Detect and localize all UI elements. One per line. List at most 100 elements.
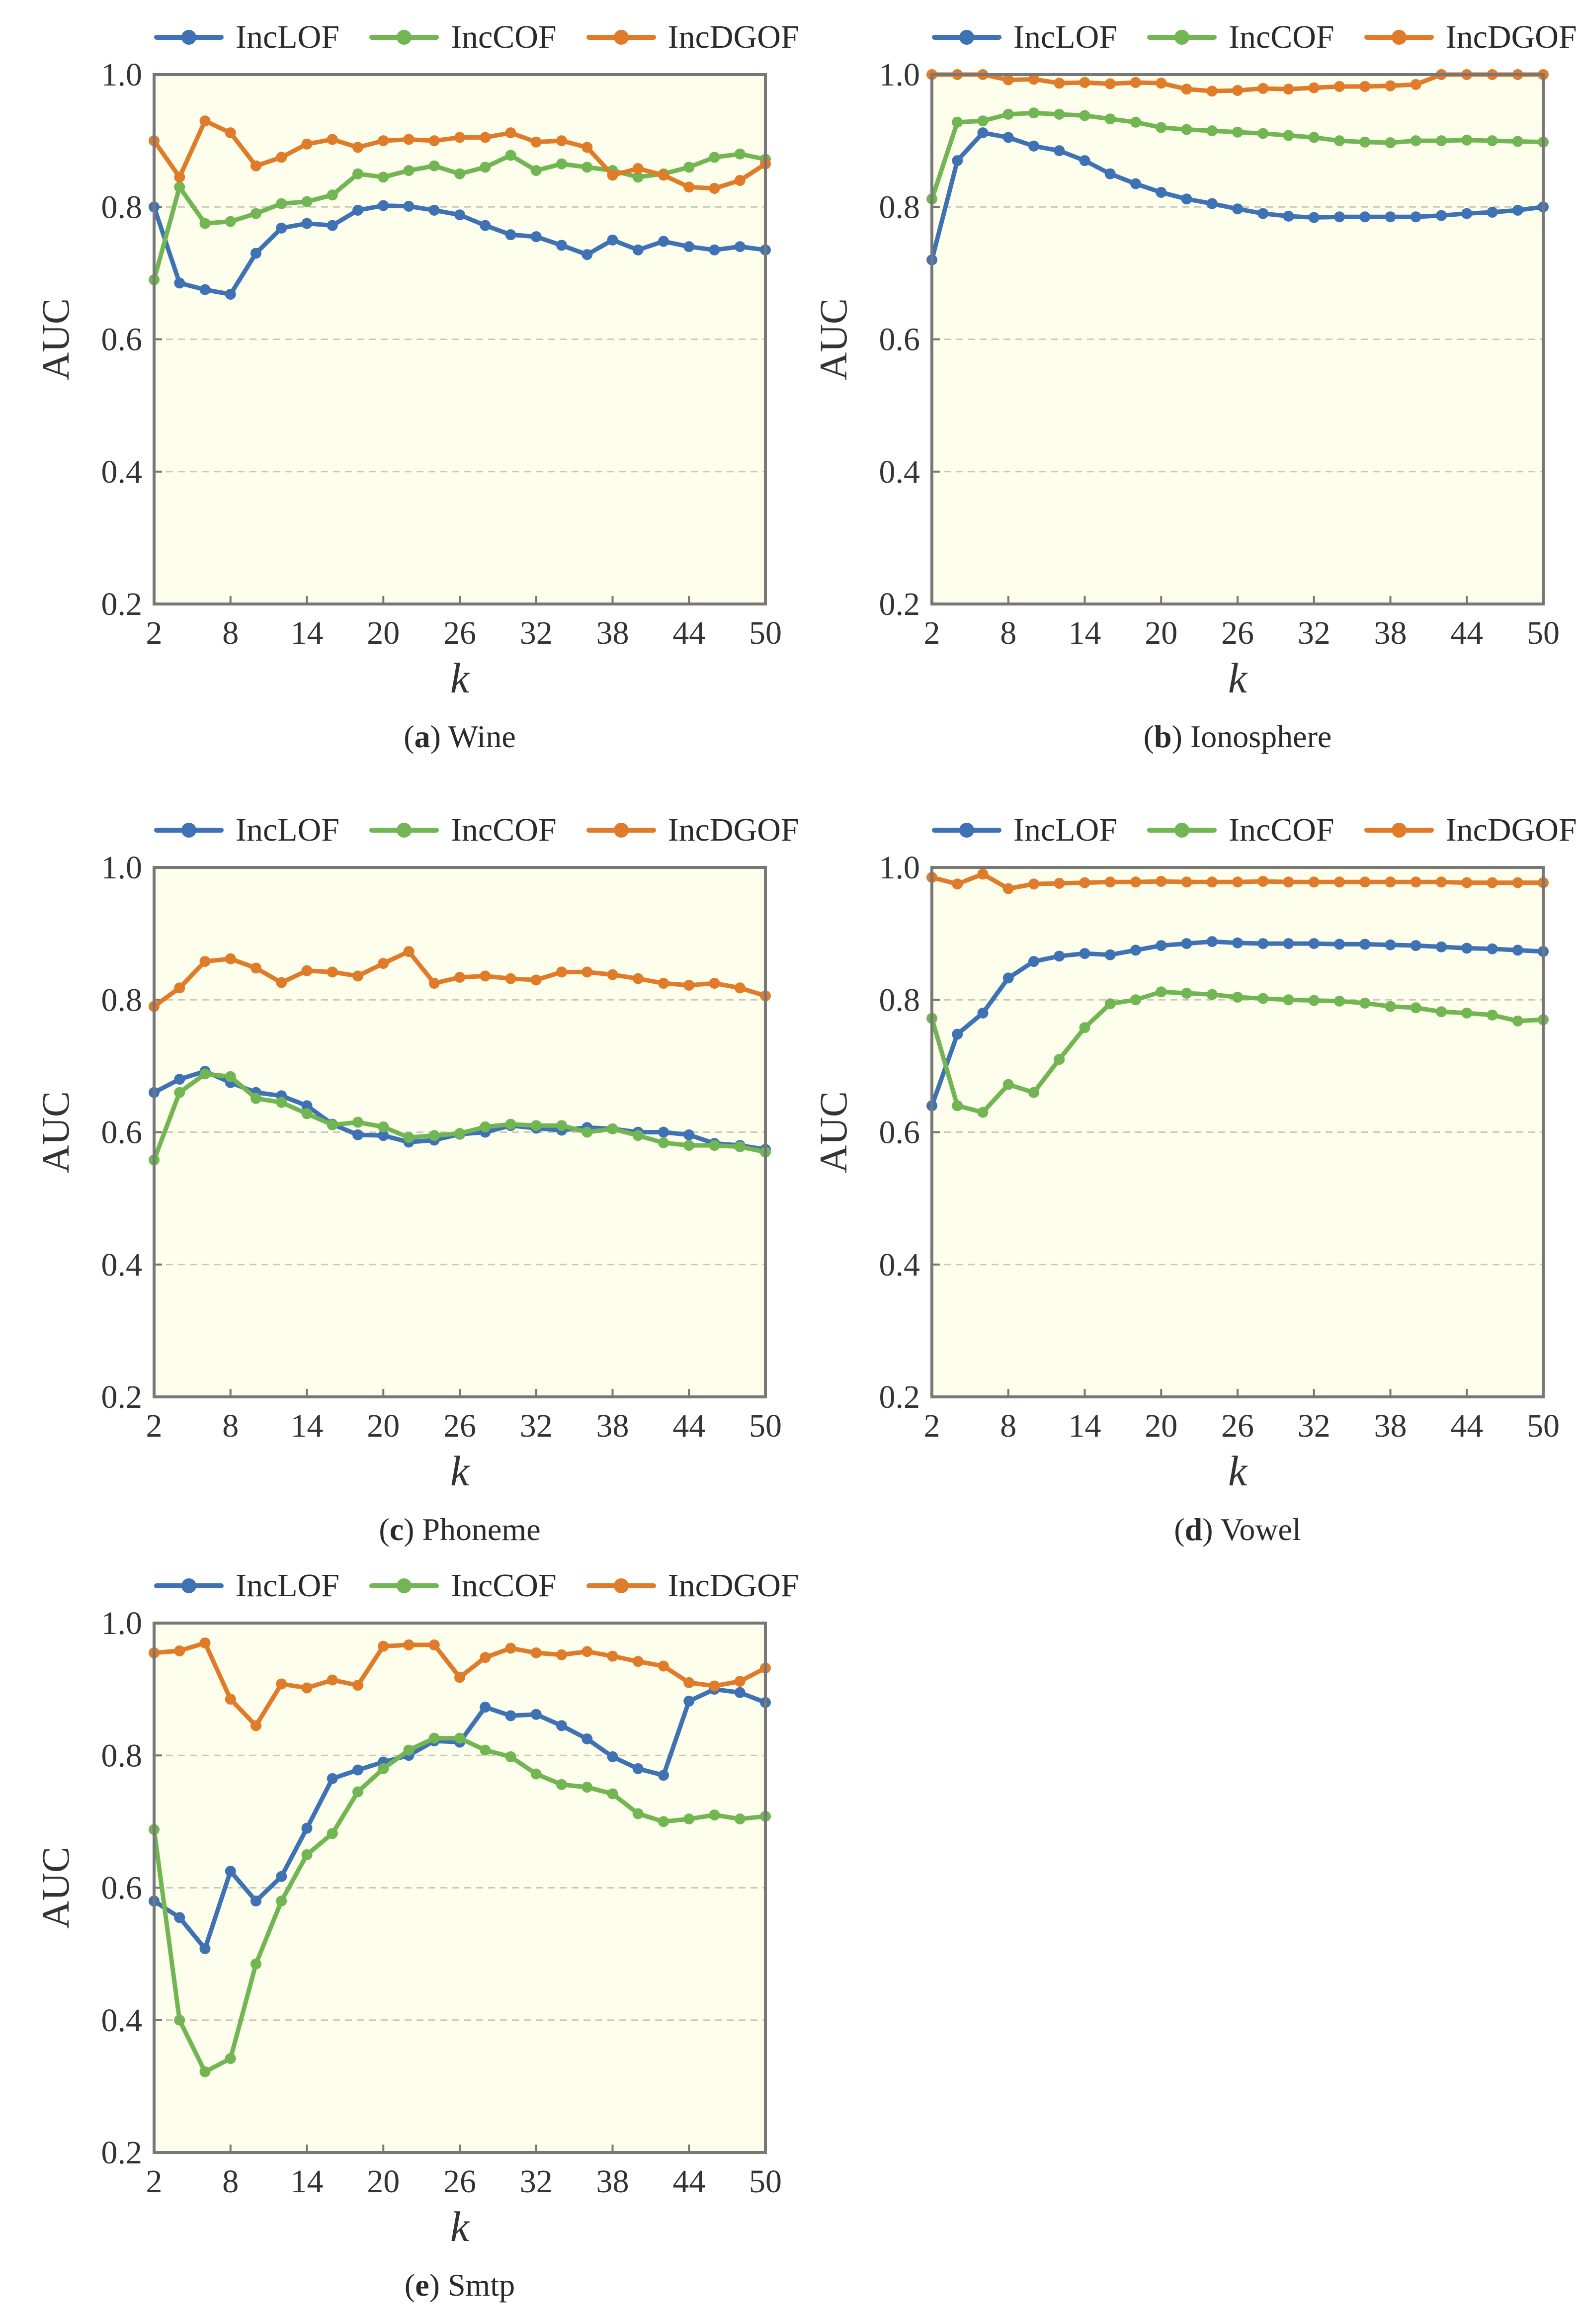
legend-item-incdgof: IncDGOF	[586, 21, 799, 54]
data-point-incdgof	[352, 1680, 363, 1691]
data-point-inclof	[952, 1029, 963, 1040]
data-point-incdgof	[174, 982, 185, 994]
data-point-inccof	[1028, 1087, 1039, 1098]
x-tick-label: 14	[291, 2163, 324, 2200]
chart-panel-b: IncLOF IncCOF IncDGOF 0.2 0.4 0.6 0.8 1.0 2 8 1…	[793, 10, 1580, 775]
data-point-inccof	[1512, 1015, 1523, 1027]
data-point-inccof	[530, 1768, 542, 1780]
legend-item-inccof: IncCOF	[1147, 21, 1334, 54]
data-point-inclof	[505, 1710, 516, 1721]
data-point-incdgof	[225, 1694, 236, 1705]
data-point-inccof	[403, 1132, 415, 1143]
data-point-incdgof	[276, 152, 287, 163]
data-point-incdgof	[250, 1720, 261, 1731]
data-point-incdgof	[1385, 80, 1396, 91]
data-point-incdgof	[403, 134, 415, 145]
data-point-inccof	[199, 1068, 211, 1080]
data-point-incdgof	[1002, 74, 1014, 86]
data-point-incdgof	[952, 878, 963, 890]
data-point-incdgof	[301, 1682, 313, 1694]
data-point-incdgof	[582, 966, 593, 978]
data-point-inccof	[250, 208, 261, 219]
legend-item-inclof: IncLOF	[154, 814, 339, 847]
data-point-incdgof	[556, 966, 567, 978]
data-point-incdgof	[1359, 81, 1371, 92]
legend-label-inclof: IncLOF	[236, 812, 339, 848]
data-point-inclof	[352, 204, 363, 216]
data-point-incdgof	[1206, 876, 1218, 888]
data-point-inccof	[301, 196, 313, 207]
data-point-inclof	[1206, 936, 1218, 947]
data-point-incdgof	[250, 160, 261, 172]
y-tick-label: 0.8	[879, 189, 920, 225]
data-point-inclof	[174, 1074, 185, 1085]
data-point-inccof	[1436, 135, 1447, 147]
data-point-inccof	[952, 116, 963, 128]
data-point-inclof	[1385, 211, 1396, 223]
x-tick-label: 38	[596, 1408, 629, 1444]
x-tick-label: 26	[443, 1408, 476, 1444]
data-point-inccof	[1079, 1022, 1090, 1033]
data-point-inccof	[276, 1097, 287, 1108]
data-point-inclof	[582, 1733, 593, 1744]
data-point-inclof	[454, 209, 465, 221]
data-point-inccof	[301, 1108, 313, 1119]
data-point-inccof	[977, 1107, 989, 1118]
data-point-inccof	[1054, 108, 1065, 120]
data-point-inccof	[1308, 132, 1320, 143]
x-tick-label: 32	[1298, 615, 1331, 651]
panel-caption: (a) Wine	[404, 719, 516, 754]
data-point-inclof	[250, 1895, 261, 1907]
y-tick-label: 0.6	[101, 322, 143, 358]
legend-swatch-inccof	[369, 1578, 439, 1593]
data-point-incdgof	[683, 1677, 695, 1688]
data-point-incdgof	[977, 868, 989, 880]
data-point-inccof	[556, 1120, 567, 1131]
data-point-inccof	[225, 216, 236, 227]
data-point-inccof	[1054, 1054, 1065, 1065]
data-point-inccof	[327, 1828, 338, 1839]
data-point-inclof	[1308, 212, 1320, 223]
legend-swatch-inclof	[932, 30, 1001, 45]
data-point-inccof	[1461, 134, 1473, 146]
y-tick-label: 1.0	[101, 1605, 143, 1641]
data-point-incdgof	[1334, 876, 1345, 888]
data-point-inccof	[582, 1126, 593, 1138]
data-point-inclof	[582, 249, 593, 260]
data-point-incdgof	[1054, 78, 1065, 89]
legend-swatch-inccof	[369, 30, 439, 45]
data-point-inccof	[403, 165, 415, 176]
legend-item-inclof: IncLOF	[932, 814, 1117, 847]
data-point-inccof	[582, 1782, 593, 1793]
x-tick-label: 38	[596, 2163, 629, 2200]
data-point-inccof	[1156, 122, 1167, 133]
data-point-inccof	[1257, 993, 1269, 1004]
data-point-inclof	[607, 234, 618, 246]
data-point-inclof	[1359, 939, 1371, 950]
plot-frame	[153, 73, 767, 605]
panel-caption: (e) Smtp	[404, 2267, 515, 2303]
data-point-inclof	[1104, 949, 1116, 960]
data-point-incdgof	[1206, 86, 1218, 97]
data-point-incdgof	[1232, 876, 1243, 888]
data-point-inccof	[556, 1779, 567, 1790]
data-point-inccof	[1410, 135, 1421, 147]
x-tick-label: 2	[924, 615, 940, 651]
x-axis-title: k	[450, 654, 470, 702]
data-point-inclof	[1206, 198, 1218, 209]
data-point-inclof	[1283, 938, 1294, 949]
y-tick-label: 1.0	[101, 850, 143, 886]
data-point-inclof	[1308, 938, 1320, 949]
data-point-inclof	[301, 1822, 313, 1834]
data-point-inclof	[977, 127, 989, 139]
plot-svg: 0.2 0.4 0.6 0.8 1.0 2 8 14 20 26 32 38 44 50 AUC k	[34, 1605, 782, 2250]
data-point-incdgof	[1130, 876, 1141, 888]
dataset-name: Ionosphere	[1190, 719, 1332, 754]
data-point-inclof	[530, 231, 542, 243]
data-point-inccof	[505, 150, 516, 161]
data-point-inccof	[225, 2053, 236, 2064]
dataset-name: Vowel	[1220, 1512, 1301, 1547]
legend-swatch-inccof	[369, 823, 439, 838]
data-point-inclof	[607, 1751, 618, 1762]
legend-item-inccof: IncCOF	[369, 1569, 557, 1602]
